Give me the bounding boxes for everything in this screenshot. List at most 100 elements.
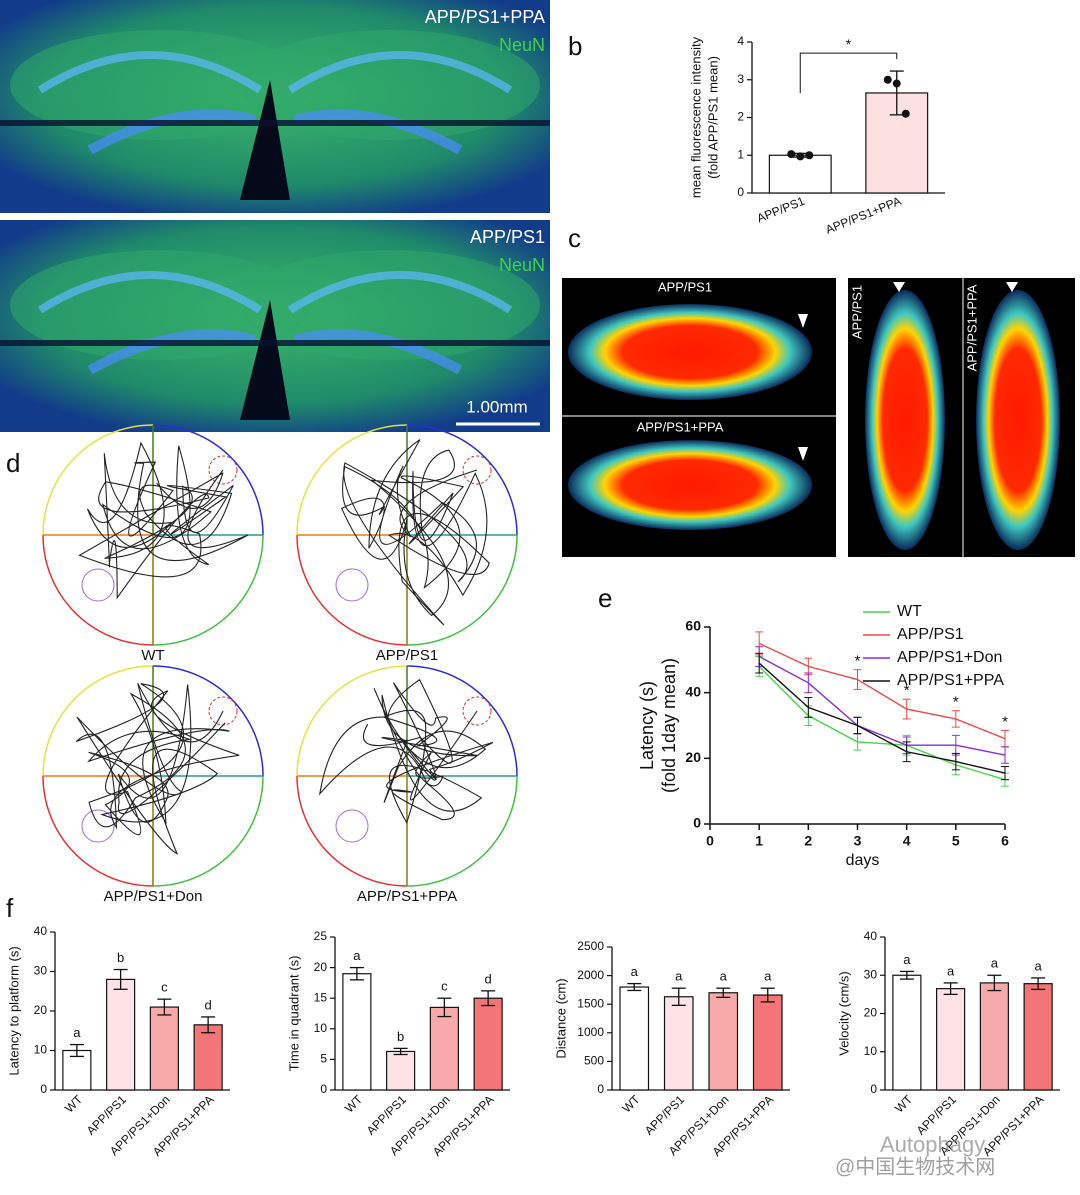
group-label: APP/PS1: [849, 285, 864, 339]
arrowhead: [893, 282, 905, 292]
mouse-signal: [976, 290, 1060, 550]
bar: [149, 1006, 179, 1091]
bar: [342, 973, 372, 1091]
group-letter: c: [161, 980, 168, 995]
target-zone: [462, 696, 492, 726]
y-tick-label: 20: [864, 1006, 878, 1020]
data-point: [805, 151, 814, 160]
pool-arc: [42, 424, 154, 536]
group-letter: b: [397, 1029, 404, 1044]
group-letter: b: [117, 950, 124, 965]
group-letter: d: [205, 997, 212, 1012]
y-axis-label: mean fluorescence intensity: [688, 36, 703, 198]
pool-arc: [406, 424, 518, 536]
stain-label: NeuN: [499, 255, 545, 275]
bar: [62, 1049, 92, 1091]
y-tick-label: 40: [685, 683, 701, 699]
swim-path: [318, 678, 494, 825]
group-letter: a: [631, 964, 639, 979]
bar: [1023, 983, 1053, 1091]
legend-label: APP/PS1+PPA: [897, 672, 1004, 689]
y-tick-label: 20: [685, 749, 701, 765]
ventricle: [240, 300, 290, 420]
x-tick-label: APP/PS1: [84, 1092, 130, 1138]
group-label: APP/PS1: [376, 647, 439, 664]
bar: [106, 978, 136, 1091]
group-letter: d: [485, 971, 492, 986]
x-tick-label: 0: [706, 833, 714, 849]
group-label: APP/PS1+PPA: [964, 284, 979, 371]
y-tick-label: 30: [864, 967, 878, 981]
hippocampus: [37, 51, 513, 94]
y-tick-label: 20: [314, 960, 328, 974]
group-letter: a: [675, 969, 683, 984]
significance-label: *: [855, 653, 861, 670]
x-tick-label: 2: [804, 833, 812, 849]
pool-arc: [406, 775, 518, 887]
scale-bar-label: 1.00mm: [466, 397, 527, 416]
group-letter: c: [441, 979, 448, 994]
y-axis-label: Time in quadrant (s): [286, 956, 301, 1072]
y-axis-label: Latency to platform (s): [6, 946, 21, 1075]
group-letter: a: [73, 1025, 81, 1040]
bar: [752, 994, 783, 1091]
data-point: [796, 152, 805, 161]
x-tick-label: WT: [892, 1092, 916, 1116]
arrowhead: [1006, 282, 1018, 292]
legend-label: APP/PS1: [897, 626, 964, 643]
pool-arc: [296, 665, 408, 777]
hippocampus: [87, 109, 463, 155]
platform-zone: [335, 809, 369, 843]
y-tick-label: 3: [737, 72, 744, 86]
bar: [708, 992, 739, 1091]
y-tick-label: 40: [864, 929, 878, 943]
x-tick-label: WT: [62, 1092, 86, 1116]
pool-arc: [406, 534, 518, 646]
y-axis-label: Latency (s): [637, 681, 657, 770]
target-zone: [208, 455, 238, 485]
stain-label: NeuN: [499, 35, 545, 55]
data-point: [892, 79, 901, 88]
ventricle: [240, 80, 290, 200]
stain-label: APP/PS1+PPA: [425, 7, 545, 27]
x-tick-label: 6: [1001, 833, 1009, 849]
x-tick-label: APP/PS1: [642, 1092, 688, 1138]
platform-zone: [335, 568, 369, 602]
arrowhead: [798, 447, 808, 461]
pool-arc: [406, 665, 518, 777]
x-tick-label: 1: [755, 833, 763, 849]
watermark: Autophagy: [880, 1132, 985, 1157]
bar: [193, 1024, 223, 1091]
y-tick-label: 60: [685, 618, 701, 634]
group-letter: a: [991, 956, 999, 971]
series-line: [758, 665, 1006, 781]
mouse-signal: [865, 290, 945, 550]
fissure: [0, 120, 550, 126]
pool-arc: [296, 534, 408, 646]
bar: [663, 996, 694, 1091]
x-tick-label: WT: [342, 1092, 366, 1116]
panel-label: f: [6, 893, 14, 923]
bar: [619, 986, 650, 1091]
group-label: APP/PS1+Don: [104, 888, 203, 905]
series-line: [758, 662, 1006, 774]
panel-label: e: [598, 583, 612, 613]
x-tick-label: 5: [952, 833, 960, 849]
y-tick-label: 10: [864, 1044, 878, 1058]
group-letter: a: [903, 952, 911, 967]
mouse-signal: [568, 440, 812, 530]
y-tick-label: 30: [34, 964, 48, 978]
y-tick-label: 0: [737, 185, 744, 199]
y-tick-label: 15: [314, 990, 328, 1004]
pool-arc: [296, 775, 408, 887]
fissure: [0, 340, 550, 346]
y-tick-label: 5: [320, 1052, 327, 1066]
panel-label: c: [568, 223, 581, 253]
bar: [768, 154, 832, 194]
x-tick-label: APP/PS1: [364, 1092, 410, 1138]
data-point: [787, 150, 796, 159]
group-letter: a: [1035, 958, 1043, 973]
y-tick-label: 10: [34, 1043, 48, 1057]
data-point: [901, 109, 910, 118]
target-zone: [462, 455, 492, 485]
